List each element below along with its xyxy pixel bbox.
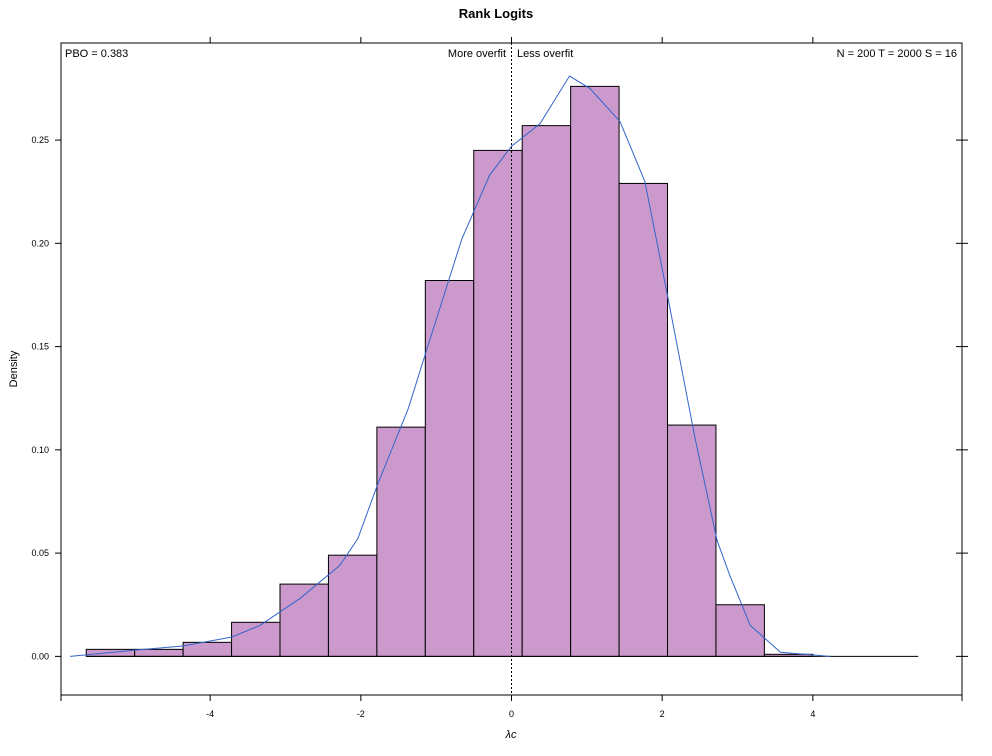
histogram-bar	[667, 424, 717, 657]
histogram-bar	[327, 554, 378, 657]
histogram-bar	[424, 280, 475, 657]
y-tick-label: 0.10	[31, 445, 49, 455]
bars	[85, 85, 814, 657]
x-tick-label: 2	[660, 709, 665, 719]
y-tick-label: 0.00	[31, 651, 49, 661]
histogram-bar	[570, 85, 620, 657]
chart-title: Rank Logits	[459, 6, 533, 21]
y-tick-label: 0.25	[31, 135, 49, 145]
y-tick-label: 0.05	[31, 548, 49, 558]
stats-label: N = 200 T = 2000 S = 16	[837, 48, 957, 60]
less-overfit-label: Less overfit	[517, 48, 573, 60]
y-tick-label: 0.15	[31, 342, 49, 352]
histogram-bar	[618, 182, 669, 657]
x-tick-label: -2	[357, 709, 365, 719]
pbo-label: PBO = 0.383	[65, 48, 128, 60]
x-axis-label: λc	[505, 729, 517, 741]
density-line	[69, 75, 831, 657]
histogram-bar	[521, 125, 572, 657]
histogram-bar	[376, 426, 426, 657]
more-overfit-label: More overfit	[448, 48, 506, 60]
x-tick-label: 4	[810, 709, 815, 719]
x-tick-label: 0	[509, 709, 514, 719]
x-tick-label: -4	[206, 709, 214, 719]
histogram-bar	[715, 604, 765, 657]
histogram-bar	[231, 621, 281, 657]
histogram-bar	[134, 648, 184, 657]
histogram-bar	[473, 149, 523, 657]
y-axis-label: Density	[8, 350, 20, 387]
y-tick-label: 0.20	[31, 238, 49, 248]
